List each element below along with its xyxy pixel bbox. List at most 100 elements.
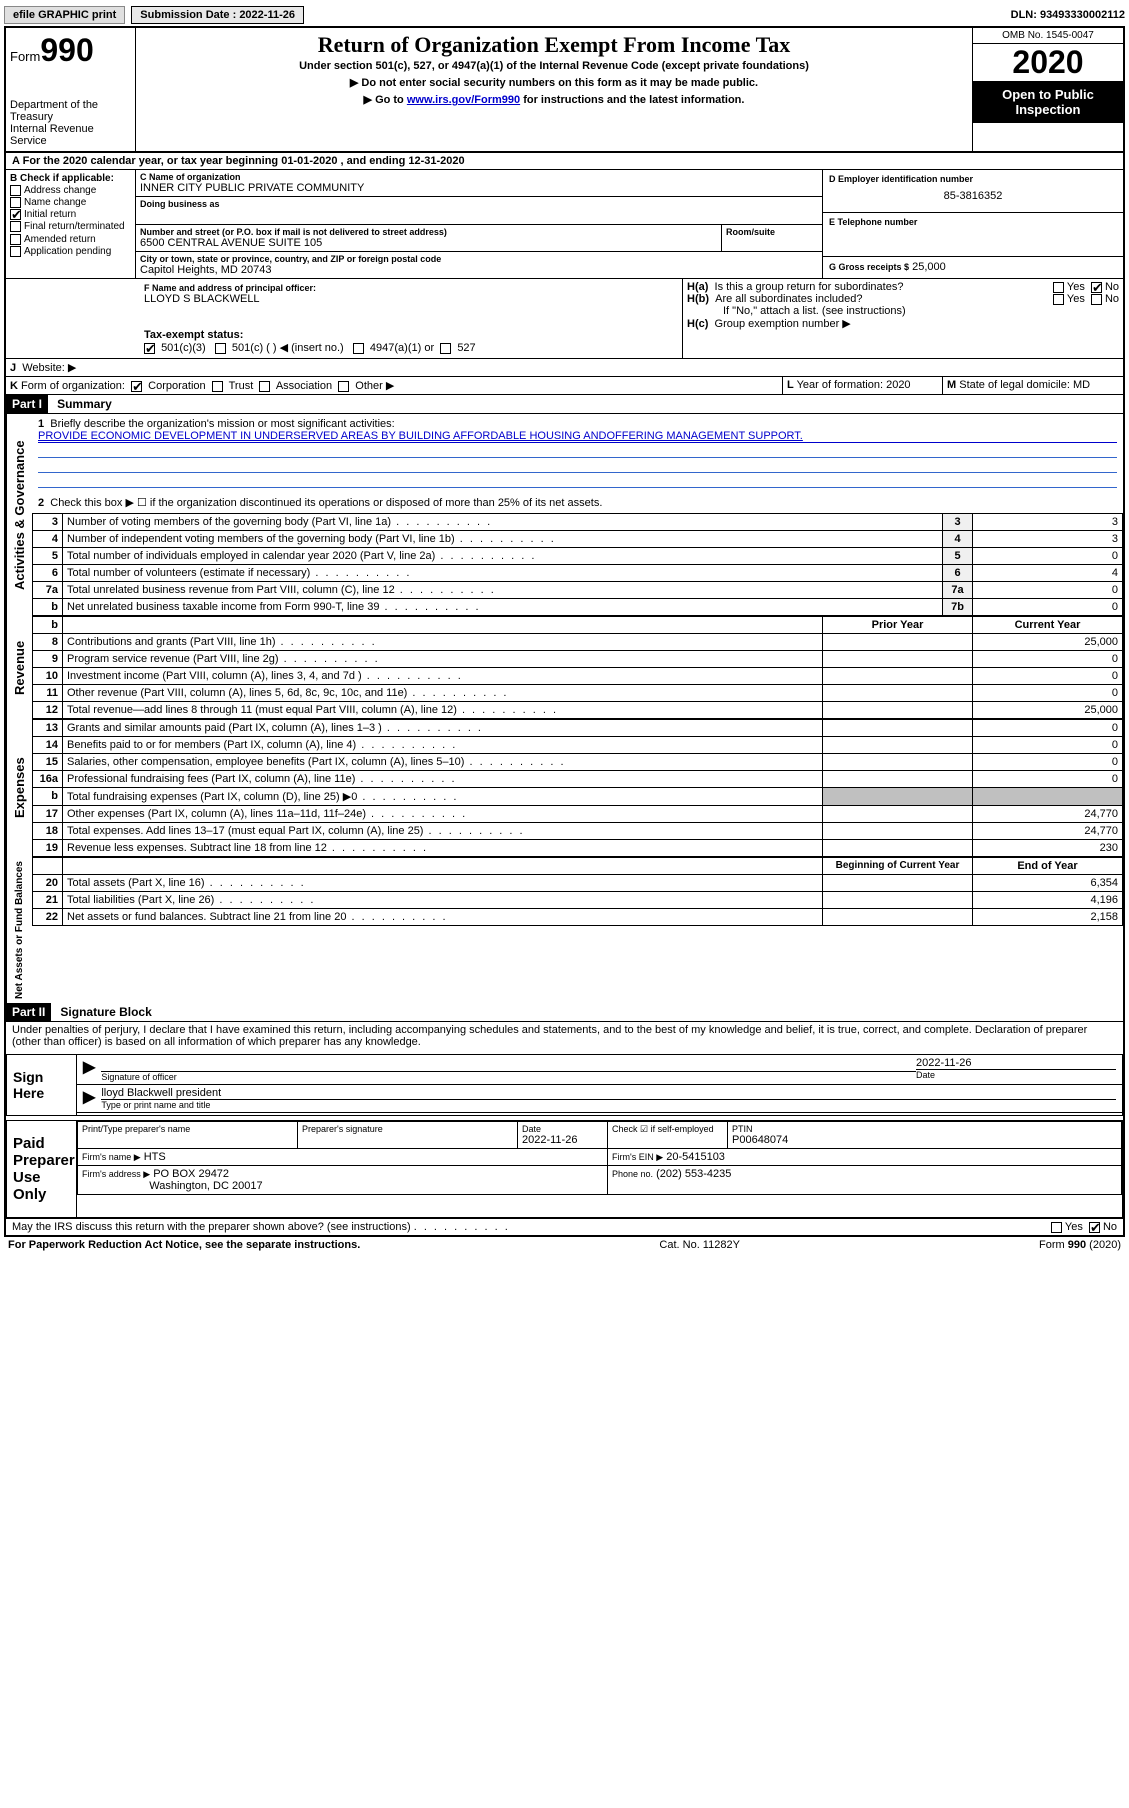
netassets-table: Beginning of Current Year End of Year 20… <box>32 857 1123 926</box>
row-lineno: 6 <box>943 565 973 582</box>
prior-value <box>823 668 973 685</box>
prior-value <box>823 702 973 719</box>
chk-initial-return[interactable] <box>10 209 21 220</box>
arrow-icon: ▶ <box>83 1057 95 1082</box>
form-note-ssn: ▶ Do not enter social security numbers o… <box>144 76 964 89</box>
chk-trust[interactable] <box>212 381 223 392</box>
chk-527[interactable] <box>440 343 451 354</box>
domicile-label: State of legal domicile: <box>959 379 1070 391</box>
footer-right: Form 990 (2020) <box>1039 1239 1121 1251</box>
chk-ha-no[interactable] <box>1091 282 1102 293</box>
chk-amended[interactable] <box>10 234 21 245</box>
expenses-table: 13 Grants and similar amounts paid (Part… <box>32 719 1123 857</box>
city-state-zip: Capitol Heights, MD 20743 <box>140 264 818 276</box>
form-number: Form990 <box>10 32 131 69</box>
perjury-text: Under penalties of perjury, I declare th… <box>6 1022 1123 1050</box>
row-num: 21 <box>33 892 63 909</box>
officer-typed-name: lloyd Blackwell president <box>101 1087 1116 1099</box>
prior-value <box>823 651 973 668</box>
form-header: Form990 Department of the Treasury Inter… <box>6 28 1123 153</box>
row-text: Program service revenue (Part VIII, line… <box>63 651 823 668</box>
form-prefix: Form <box>10 49 40 64</box>
officer-name: LLOYD S BLACKWELL <box>144 293 674 305</box>
firm-addr1: PO BOX 29472 <box>153 1168 229 1180</box>
self-employed: Check ☑ if self-employed <box>608 1122 728 1149</box>
tab-expenses: Expenses <box>6 719 32 857</box>
year-formation-label: Year of formation: <box>797 379 883 391</box>
row-num: 5 <box>33 548 63 565</box>
form-990-big: 990 <box>40 32 93 68</box>
footer-mid: Cat. No. 11282Y <box>659 1239 740 1251</box>
irs-link[interactable]: www.irs.gov/Form990 <box>407 94 520 106</box>
chk-app-pending[interactable] <box>10 246 21 257</box>
ptin-value: P00648074 <box>732 1134 1117 1146</box>
row-num: 3 <box>33 514 63 531</box>
firm-ein: 20-5415103 <box>666 1151 725 1163</box>
efile-print-button[interactable]: efile GRAPHIC print <box>4 6 125 24</box>
f-h-block: F Name and address of principal officer:… <box>6 279 1123 359</box>
chk-other[interactable] <box>338 381 349 392</box>
mission-text[interactable]: PROVIDE ECONOMIC DEVELOPMENT IN UNDERSER… <box>38 430 1117 443</box>
current-value: 0 <box>973 651 1123 668</box>
ein-value: 85-3816352 <box>829 184 1117 208</box>
prior-value <box>823 720 973 737</box>
current-value: 4,196 <box>973 892 1123 909</box>
firm-addr-label: Firm's address ▶ <box>82 1169 150 1179</box>
form-note-link: ▶ Go to www.irs.gov/Form990 for instruct… <box>144 93 964 106</box>
firm-phone: (202) 553-4235 <box>656 1168 731 1180</box>
tab-netassets: Net Assets or Fund Balances <box>6 857 32 1003</box>
current-value: 230 <box>973 840 1123 857</box>
chk-discuss-yes[interactable] <box>1051 1222 1062 1233</box>
arrow-icon-2: ▶ <box>83 1087 95 1110</box>
row-text: Salaries, other compensation, employee b… <box>63 754 823 771</box>
box-c-name-label: Name of organization <box>149 172 241 182</box>
current-value: 0 <box>973 737 1123 754</box>
row-lineno: 7b <box>943 599 973 616</box>
row-text: Total assets (Part X, line 16) <box>63 875 823 892</box>
current-value: 2,158 <box>973 909 1123 926</box>
part2-header: Part II <box>6 1003 51 1021</box>
row-num: 8 <box>33 634 63 651</box>
row-lineno: 7a <box>943 582 973 599</box>
row-text: Investment income (Part VIII, column (A)… <box>63 668 823 685</box>
col-prior: Prior Year <box>823 617 973 634</box>
lbl-initial-return: Initial return <box>24 209 76 220</box>
row-value: 0 <box>973 548 1123 565</box>
current-value: 24,770 <box>973 823 1123 840</box>
row-num: 12 <box>33 702 63 719</box>
row-text: Contributions and grants (Part VIII, lin… <box>63 634 823 651</box>
chk-501c[interactable] <box>215 343 226 354</box>
chk-hb-no[interactable] <box>1091 294 1102 305</box>
hb-note: If "No," attach a list. (see instruction… <box>687 305 1119 317</box>
row-text: Number of independent voting members of … <box>63 531 943 548</box>
chk-final-return[interactable] <box>10 221 21 232</box>
col-end: End of Year <box>973 858 1123 875</box>
row-text: Total fundraising expenses (Part IX, col… <box>63 788 823 806</box>
prior-value <box>823 823 973 840</box>
identity-block: B Check if applicable: Address change Na… <box>6 170 1123 279</box>
chk-corp[interactable] <box>131 381 142 392</box>
chk-discuss-no[interactable] <box>1089 1222 1100 1233</box>
firm-phone-label: Phone no. <box>612 1169 653 1179</box>
form-container: Form990 Department of the Treasury Inter… <box>4 26 1125 1237</box>
chk-hb-yes[interactable] <box>1053 294 1064 305</box>
chk-ha-yes[interactable] <box>1053 282 1064 293</box>
note2-post: for instructions and the latest informat… <box>520 94 744 106</box>
row-num: 22 <box>33 909 63 926</box>
row-text: Professional fundraising fees (Part IX, … <box>63 771 823 788</box>
chk-address-change[interactable] <box>10 185 21 196</box>
firm-ein-label: Firm's EIN ▶ <box>612 1152 663 1162</box>
firm-addr2: Washington, DC 20017 <box>149 1180 262 1192</box>
chk-assoc[interactable] <box>259 381 270 392</box>
row-text: Total revenue—add lines 8 through 11 (mu… <box>63 702 823 719</box>
chk-4947[interactable] <box>353 343 364 354</box>
prior-value <box>823 754 973 771</box>
governance-table: 3 Number of voting members of the govern… <box>32 513 1123 616</box>
row-value: 4 <box>973 565 1123 582</box>
note2-pre: ▶ Go to <box>364 94 407 106</box>
row-num: 7a <box>33 582 63 599</box>
chk-501c3[interactable] <box>144 343 155 354</box>
row-lineno: 3 <box>943 514 973 531</box>
box-b-label: Check if applicable: <box>20 173 114 184</box>
prior-value <box>823 840 973 857</box>
